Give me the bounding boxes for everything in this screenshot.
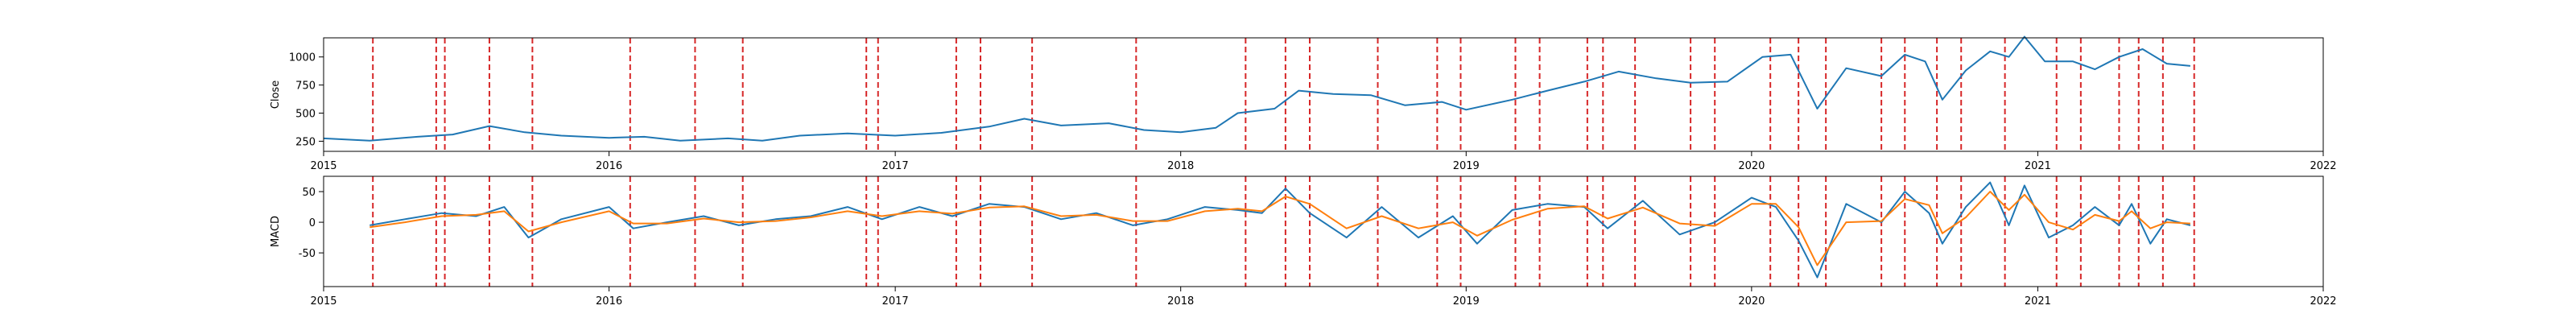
bottom-panel-x-tick-label: 2022 (2310, 295, 2336, 308)
chart-panels: 2015 2016 2017 2018 2019 2020 2021 202225050075… (270, 35, 2337, 308)
top-panel-x-tick-label: 2020 (1738, 160, 1765, 172)
top-panel-y-axis-label: Close (270, 80, 282, 109)
top-panel-x-tick-label: 2018 (1167, 160, 1194, 172)
bottom-panel-x-tick-label: 2016 (596, 295, 622, 308)
top-panel-y-tick-label: 250 (295, 136, 316, 148)
top-panel-x-tick-label: 2017 (882, 160, 909, 172)
top-panel-x-tick-label: 2021 (2025, 160, 2051, 172)
bottom-panel-y-tick-label: 50 (302, 187, 316, 199)
top-panel-x-tick-label: 2019 (1453, 160, 1480, 172)
bottom-panel-x-tick-label: 2021 (2025, 295, 2051, 308)
bottom-panel: 2015 2016 2017 2018 2019 2020 2021 2022 -50 0 50 MA… (270, 175, 2337, 308)
bottom-panel-y-tick-label: -50 (299, 248, 316, 260)
top-panel-y-tick-label: 750 (295, 80, 316, 93)
bottom-panel-y-axis-label: MACD (270, 216, 282, 247)
top-panel-x-tick-label: 2022 (2310, 160, 2336, 172)
top-panel-y-tick-label: 500 (295, 109, 316, 121)
bottom-panel-x-tick-label: 2020 (1738, 295, 1765, 308)
bottom-panel-x-tick-label: 2015 (310, 295, 336, 308)
top-panel-y-tick-label: 1000 (289, 52, 316, 64)
top-panel-x-tick-label: 2016 (596, 160, 622, 172)
top-panel-x-tick-label: 2015 (310, 160, 336, 172)
bottom-panel-x-tick-label: 2017 (882, 295, 909, 308)
bottom-panel-x-tick-label: 2018 (1167, 295, 1194, 308)
top-panel: 2015 2016 2017 2018 2019 2020 2021 2022 250 500 75… (270, 35, 2337, 172)
top-panel-series-line (323, 35, 2190, 142)
bottom-panel-axes-frame (323, 175, 2324, 287)
bottom-panel-x-tick-label: 2019 (1453, 295, 1480, 308)
bottom-panel-y-tick-label: 0 (309, 217, 316, 229)
top-panel-axes-frame (323, 37, 2324, 152)
bottom-panel-series-line (369, 191, 2190, 266)
